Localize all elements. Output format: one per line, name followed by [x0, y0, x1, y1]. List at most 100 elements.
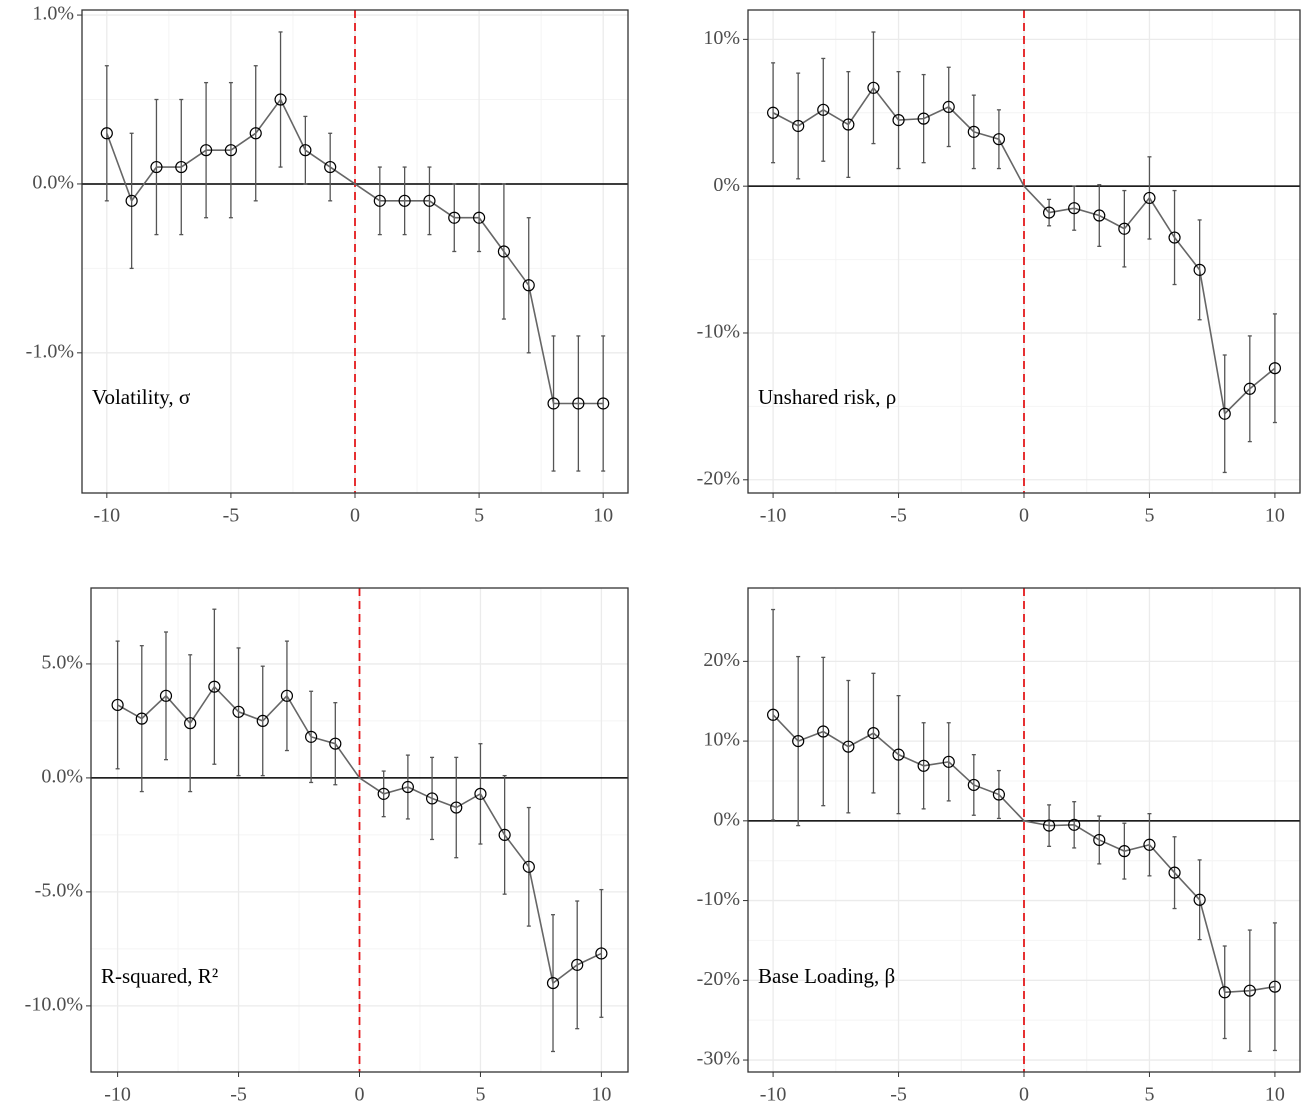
point: [766, 106, 780, 119]
point: [817, 725, 830, 738]
y-tick-label: -10%: [697, 321, 740, 343]
plot-border: [81, 9, 629, 494]
point: [111, 698, 124, 712]
series-line: [772, 86, 1276, 416]
y-tick-label: 1.0%: [32, 3, 74, 25]
point: [208, 680, 221, 693]
point: [184, 717, 197, 730]
x-tick-label: -10: [760, 1084, 787, 1106]
y-tick-label: -10.0%: [25, 993, 83, 1015]
point: [792, 734, 805, 748]
point: [1068, 202, 1081, 215]
panel-label: Unshared risk, ρ: [758, 385, 896, 409]
point: [1093, 833, 1106, 847]
point: [1118, 222, 1131, 235]
point: [571, 958, 584, 971]
point: [1093, 209, 1106, 222]
point: [398, 194, 411, 207]
point: [175, 160, 188, 174]
x-tick-label: -10: [760, 505, 787, 527]
point: [159, 689, 173, 702]
point: [1068, 818, 1081, 831]
point: [892, 114, 905, 127]
point: [150, 160, 163, 174]
point: [842, 118, 855, 131]
point: [766, 708, 780, 721]
y-tick-label: -1.0%: [26, 340, 74, 362]
point: [942, 755, 955, 768]
series-line: [106, 97, 604, 405]
point: [1218, 986, 1231, 999]
y-tick-label: 0%: [713, 808, 740, 830]
point: [135, 712, 148, 725]
x-tick-label: 10: [1265, 1084, 1285, 1106]
point: [595, 947, 608, 960]
point: [967, 125, 980, 138]
panel: 20% 10% 0% -10% -20% -30% -10 -5 0 5 10 Base Loadin…: [697, 587, 1301, 1106]
point: [377, 787, 390, 800]
point: [249, 127, 262, 140]
point: [498, 828, 511, 842]
x-tick-label: 10: [1265, 505, 1285, 527]
y-tick-label: -30%: [697, 1048, 740, 1070]
point: [522, 860, 535, 873]
point: [867, 727, 880, 740]
point: [572, 397, 585, 410]
point: [842, 740, 855, 753]
point: [329, 737, 342, 750]
x-tick-label: 5: [474, 505, 484, 527]
series-line: [117, 685, 602, 985]
point: [324, 160, 337, 174]
point: [597, 397, 610, 410]
panel-label: Base Loading, β: [758, 964, 895, 988]
point: [125, 194, 138, 207]
series-line: [772, 714, 1276, 994]
point: [448, 211, 461, 224]
x-tick-label: 0: [1019, 505, 1029, 527]
point: [299, 144, 312, 157]
point: [401, 780, 414, 794]
point: [232, 705, 245, 718]
x-tick-label: 10: [593, 505, 613, 527]
point: [305, 730, 318, 743]
point: [1143, 838, 1156, 851]
plot-border: [747, 9, 1301, 494]
panel: 5.0% 0.0% -5.0% -10.0% -10 -5 0 5 10 R-squared, R…: [25, 587, 629, 1106]
point: [199, 144, 213, 157]
point: [425, 792, 439, 805]
point: [472, 211, 486, 224]
y-tick-label: -5.0%: [35, 879, 83, 901]
x-tick-label: 5: [475, 1084, 485, 1106]
x-tick-label: -10: [93, 505, 120, 527]
plot-border: [747, 587, 1301, 1073]
y-tick-label: -20%: [697, 467, 740, 489]
point: [450, 801, 463, 814]
point: [1042, 206, 1056, 219]
x-tick-label: 5: [1144, 505, 1154, 527]
panel-label: Volatility, σ: [92, 385, 190, 409]
point: [280, 689, 294, 702]
point: [917, 759, 930, 772]
point: [547, 397, 560, 410]
y-tick-label: -20%: [697, 968, 740, 990]
point: [1243, 382, 1256, 395]
x-tick-label: 0: [350, 505, 360, 527]
point: [1268, 362, 1282, 375]
point: [917, 112, 930, 125]
y-tick-label: 5.0%: [41, 652, 83, 674]
point: [497, 245, 511, 258]
point: [967, 778, 980, 792]
point: [1243, 984, 1256, 997]
point: [1042, 819, 1056, 832]
y-tick-label: 20%: [703, 649, 740, 671]
point: [792, 119, 805, 133]
point: [1143, 191, 1156, 205]
point: [474, 787, 487, 800]
y-tick-label: 10%: [703, 27, 740, 49]
point: [1193, 893, 1206, 906]
panel: 1.0% 0.0% -1.0% -10 -5 0 5 10 Volatility, σ: [26, 3, 629, 527]
point: [100, 127, 113, 140]
point: [373, 194, 386, 207]
point: [992, 133, 1006, 146]
